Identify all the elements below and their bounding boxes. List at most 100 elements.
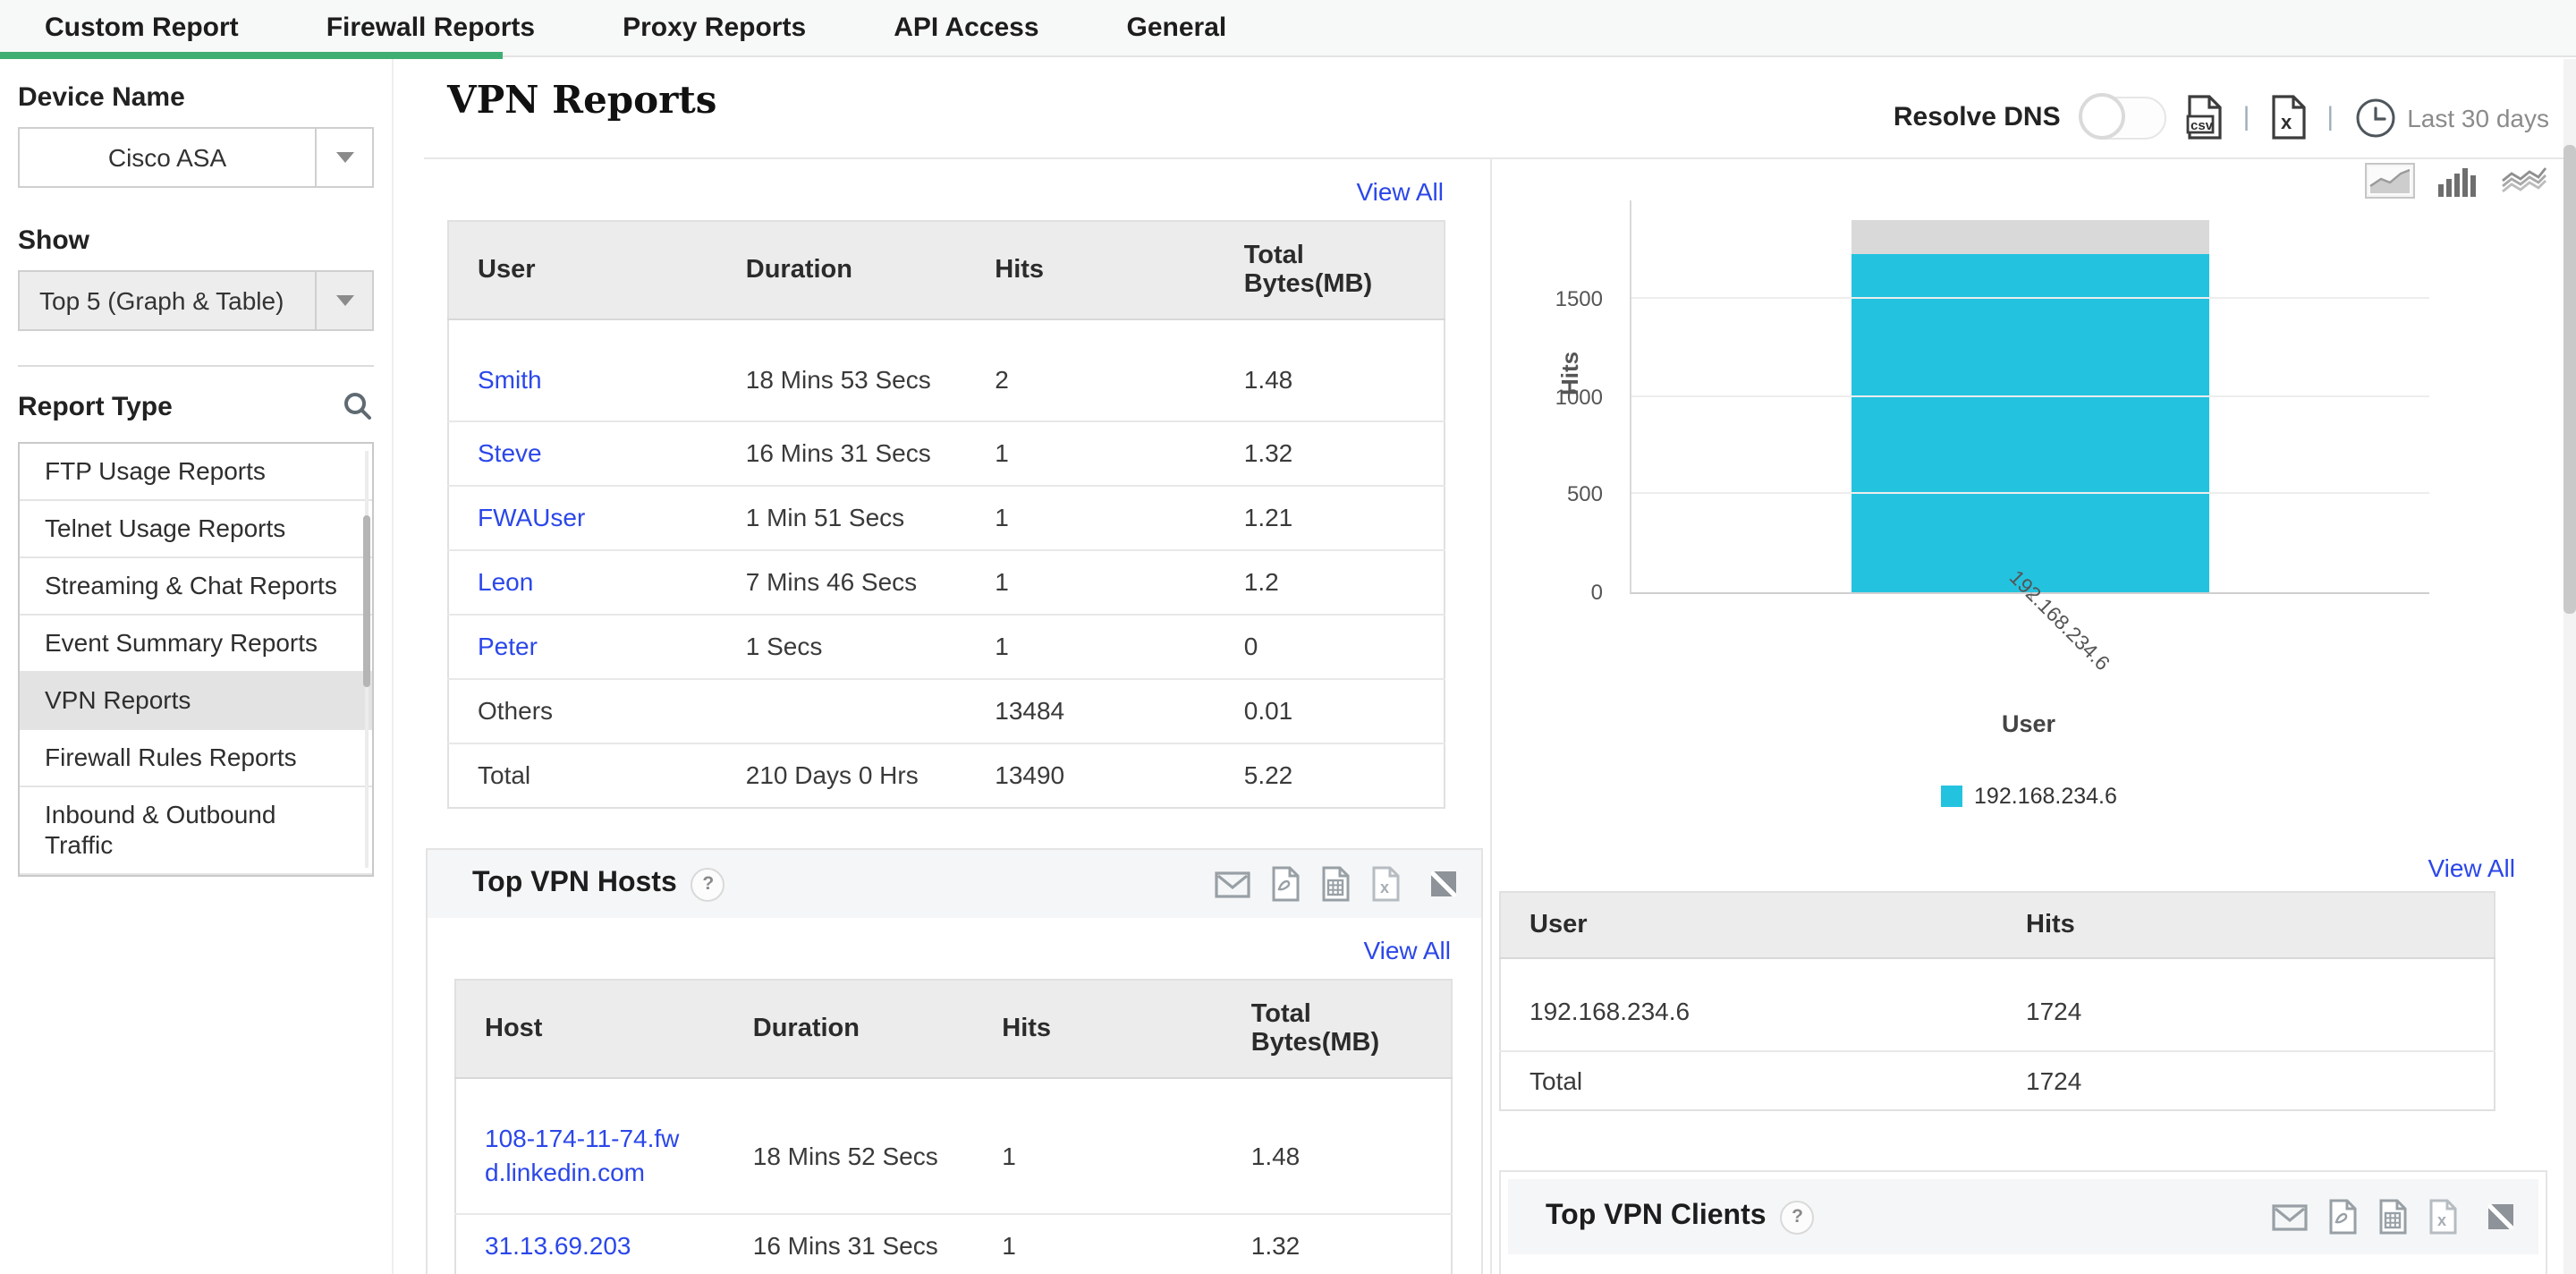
column-header: Total Bytes(MB): [1222, 980, 1452, 1079]
table-row: FWAUser 1 Min 51 Secs 1 1.21: [448, 485, 1445, 550]
vpn-users-view-all-link[interactable]: View All: [1356, 177, 1444, 206]
export-excel-icon[interactable]: x: [2269, 95, 2307, 140]
hits-cell: 1: [966, 549, 1216, 615]
report-type-item-streaming-chat[interactable]: Streaming & Chat Reports: [20, 558, 372, 616]
show-value: Top 5 (Graph & Table): [39, 286, 284, 315]
resolve-dns-toggle[interactable]: [2078, 92, 2166, 139]
svg-text:x: x: [2280, 111, 2292, 133]
hits-cell: 1: [966, 420, 1216, 486]
top-vpn-hosts-header: Top VPN Hosts ?: [428, 850, 1481, 918]
bytes-cell: 1.21: [1215, 485, 1445, 550]
gridline: [1631, 395, 2429, 396]
area-chart-icon[interactable]: [2365, 163, 2415, 199]
user-link[interactable]: FWAUser: [448, 485, 717, 550]
hits-cell: 2: [995, 365, 1009, 394]
bar-chart-icon[interactable]: [2438, 166, 2478, 196]
chart-bar: [1852, 254, 2209, 592]
report-file-icon[interactable]: [1320, 866, 1351, 902]
duration-cell: 18 Mins 52 Secs: [752, 1141, 938, 1169]
bytes-cell: 0: [1215, 614, 1445, 679]
hits-cell: 1: [973, 1213, 1223, 1274]
report-type-list: FTP Usage Reports Telnet Usage Reports S…: [18, 442, 374, 877]
report-file-icon[interactable]: [2377, 1199, 2408, 1235]
tab-firewall-reports[interactable]: Firewall Reports: [326, 13, 536, 43]
export-csv-icon[interactable]: csv: [2186, 95, 2224, 140]
table-total-row: Total 210 Days 0 Hrs 13490 5.22: [448, 743, 1445, 808]
user-link[interactable]: Peter: [448, 614, 717, 679]
legend-label: 192.168.234.6: [1974, 784, 2117, 809]
mail-icon[interactable]: [1215, 871, 1250, 897]
report-body: View All User Duration Hits Total Bytes(…: [424, 157, 2571, 1274]
bytes-cell: 0.01: [1215, 678, 1445, 743]
vpn-hosts-view-all-link[interactable]: View All: [1363, 936, 1451, 964]
user-hits-view-all-link[interactable]: View All: [2428, 854, 2515, 882]
tab-general[interactable]: General: [1126, 13, 1227, 43]
line-chart-icon[interactable]: [2501, 166, 2547, 196]
user-hits-table: User Hits 192.168.234.6 1724 Total 1724: [1499, 891, 2496, 1111]
help-icon[interactable]: ?: [691, 867, 725, 901]
table-header-row: Host Duration Hits Total Bytes(MB): [455, 980, 1452, 1079]
chevron-down-icon: [335, 295, 353, 306]
table-row: Steve 16 Mins 31 Secs 1 1.32: [448, 420, 1445, 486]
duration-cell: 1 Secs: [716, 614, 967, 679]
time-period-control[interactable]: Last 30 days: [2353, 96, 2549, 139]
tab-proxy-reports[interactable]: Proxy Reports: [623, 13, 807, 43]
list-scrollbar-thumb[interactable]: [363, 515, 370, 687]
separator: |: [2242, 102, 2250, 132]
time-period-label: Last 30 days: [2407, 103, 2549, 132]
clock-icon: [2355, 98, 2394, 137]
pdf-file-icon[interactable]: [1270, 866, 1301, 902]
excel-file-icon[interactable]: x: [2428, 1199, 2458, 1235]
mail-icon[interactable]: [2272, 1203, 2308, 1230]
column-header: Duration: [716, 221, 967, 320]
page-scrollbar-track[interactable]: [2563, 59, 2576, 1274]
user-link[interactable]: Steve: [448, 420, 717, 486]
show-dropdown-button[interactable]: [315, 272, 372, 329]
column-header: Hits: [966, 221, 1216, 320]
show-select[interactable]: Top 5 (Graph & Table): [18, 270, 374, 331]
left-column: View All User Duration Hits Total Bytes(…: [424, 159, 1492, 1274]
report-type-label: Report Type: [18, 391, 173, 421]
report-type-item-telnet[interactable]: Telnet Usage Reports: [20, 501, 372, 558]
user-link[interactable]: Leon: [448, 549, 717, 615]
bytes-cell: 5.22: [1215, 743, 1445, 808]
pdf-file-icon[interactable]: [2327, 1199, 2358, 1235]
separator: |: [2326, 102, 2334, 132]
host-link[interactable]: 31.13.69.203: [455, 1213, 724, 1274]
duration-cell: 1 Min 51 Secs: [716, 485, 967, 550]
tab-api-access[interactable]: API Access: [894, 13, 1039, 43]
search-icon[interactable]: [342, 390, 374, 422]
report-type-item-inbound-outbound[interactable]: Inbound & Outbound Traffic: [20, 787, 372, 875]
help-icon[interactable]: ?: [1780, 1200, 1815, 1234]
total-label-cell: Total: [448, 743, 717, 808]
host-link[interactable]: 108-174-11-74.fwd.linkedin.com: [485, 1124, 680, 1186]
hits-cell: 1724: [1997, 1050, 2495, 1110]
report-type-item-event-summary[interactable]: Event Summary Reports: [20, 616, 372, 673]
report-type-item-ftp[interactable]: FTP Usage Reports: [20, 444, 372, 501]
gridline: [1631, 296, 2429, 299]
hits-cell: 13490: [966, 743, 1216, 808]
svg-text:x: x: [2437, 1211, 2446, 1229]
vpn-users-table: User Duration Hits Total Bytes(MB) Smith…: [447, 220, 1445, 809]
user-link[interactable]: Smith: [478, 365, 542, 394]
table-header-row: User Duration Hits Total Bytes(MB): [448, 221, 1445, 320]
table-row: Others 13484 0.01: [448, 678, 1445, 743]
page-scrollbar-thumb[interactable]: [2563, 145, 2576, 614]
legend-swatch: [1940, 786, 1962, 807]
report-type-item-firewall-rules[interactable]: Firewall Rules Reports: [20, 730, 372, 787]
device-name-select[interactable]: Cisco ASA: [18, 127, 374, 188]
report-type-item-vpn[interactable]: VPN Reports: [20, 673, 372, 730]
table-row: 108-174-11-74.fwd.linkedin.com 18 Mins 5…: [455, 1078, 1452, 1214]
tab-custom-report[interactable]: Custom Report: [45, 13, 239, 43]
expand-icon[interactable]: [2488, 1204, 2513, 1229]
duration-cell: 16 Mins 31 Secs: [724, 1213, 974, 1274]
y-tick-label: 0: [1590, 580, 1603, 605]
vpn-hosts-table: Host Duration Hits Total Bytes(MB) 108-1…: [454, 979, 1453, 1274]
device-name-dropdown-button[interactable]: [315, 129, 372, 186]
excel-file-icon[interactable]: x: [1370, 866, 1401, 902]
sidebar-divider: [18, 365, 374, 367]
expand-icon[interactable]: [1431, 871, 1456, 896]
user-link[interactable]: 192.168.234.6: [1530, 997, 1690, 1025]
